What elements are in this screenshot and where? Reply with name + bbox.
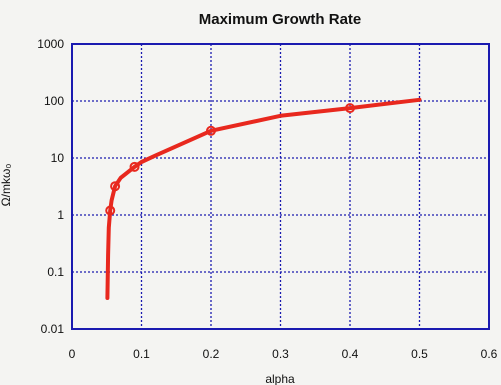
x-tick-label: 0.5: [411, 347, 428, 361]
data-point: [129, 161, 140, 172]
data-point: [345, 103, 355, 114]
y-tick-label: 10: [51, 151, 65, 165]
x-tick-label: 0: [69, 347, 76, 361]
chart-title: Maximum Growth Rate: [199, 11, 362, 28]
data-point: [206, 125, 216, 136]
grid-lines: [72, 44, 489, 329]
x-tick-label: 0.3: [272, 347, 289, 361]
y-tick-label: 0.1: [47, 265, 64, 279]
y-tick-label: 100: [44, 94, 64, 108]
x-tick-label: 0.2: [203, 347, 220, 361]
y-axis-label: Ω/mkω₀: [0, 164, 13, 207]
x-tick-label: 0.1: [133, 347, 150, 361]
y-tick-label: 0.01: [41, 322, 65, 336]
plot-frame: [71, 43, 490, 330]
data-point: [110, 181, 121, 192]
x-tick-label: 0.4: [342, 347, 359, 361]
series-layer: [105, 97, 422, 300]
y-tick-label: 1000: [37, 37, 64, 51]
data-point: [105, 205, 116, 216]
x-axis-label: alpha: [265, 372, 295, 385]
series-line: [105, 97, 422, 300]
x-tick-labels: 0 0.1 0.2 0.3 0.4 0.5 0.6: [69, 347, 498, 361]
x-tick-label: 0.6: [481, 347, 498, 361]
y-tick-labels: 0.01 0.1 1 10 100 1000: [37, 37, 64, 336]
y-tick-label: 1: [57, 208, 64, 222]
